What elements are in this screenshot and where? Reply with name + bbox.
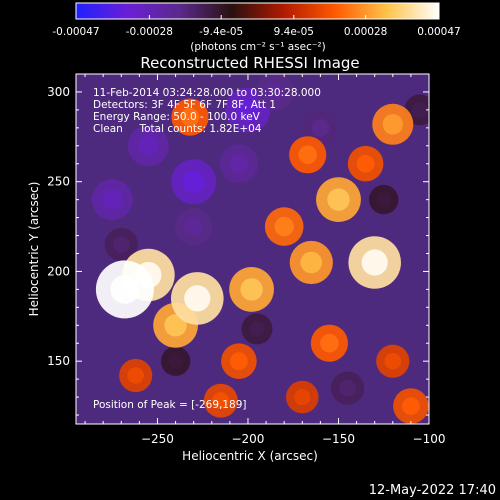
bright-region-core [184, 285, 211, 312]
dark-region-core [376, 192, 392, 208]
bright-region-core [110, 274, 140, 304]
bright-region-core [240, 278, 263, 301]
bright-region-core [230, 352, 248, 371]
dark-region-core [249, 321, 265, 337]
dark-region-core [236, 98, 260, 122]
dark-region-core [265, 82, 285, 102]
x-axis-label: Heliocentric X (arcsec) [182, 449, 318, 463]
plot-title: Reconstructed RHESSI Image [140, 54, 359, 72]
y-axis-label: Heliocentric Y (arcsec) [27, 182, 41, 317]
axis-ticks: −250 −200 −150 −100 150 200 250 300 [47, 73, 446, 446]
bright-region-core [300, 251, 323, 274]
annotation-peak-position: Position of Peak = [-269,189] [93, 399, 247, 411]
colorbar-tick-label: 9.4e-05 [274, 26, 314, 38]
colorbar-unit-label: (photons cm⁻² s⁻¹ asec⁻²) [190, 41, 325, 53]
dark-region-core [138, 135, 159, 156]
plot-frame [75, 73, 430, 425]
colorbar-ticks: -0.00047 -0.00028 -9.4e-05 9.4e-05 0.00028 0.… [52, 15, 461, 38]
y-tick-label: 250 [47, 175, 70, 189]
colorbar-tick-label: -9.4e-05 [199, 26, 243, 38]
bright-region-core [164, 314, 187, 337]
bright-region-core [180, 107, 200, 127]
timestamp: 12-May-2022 17:40 [369, 483, 496, 498]
dark-region-core [113, 236, 130, 253]
dark-region-core [184, 217, 203, 236]
bright-region-core [294, 389, 311, 406]
bright-region-core [384, 352, 402, 370]
dark-region-core [339, 379, 356, 397]
x-tick-label: −200 [231, 432, 264, 446]
bright-region-core [402, 397, 420, 415]
colorbar-tick-label: 0.00028 [344, 26, 387, 38]
bright-region-core [127, 367, 144, 384]
annotation-energy-range: Energy Range: 50.0 - 100.0 keV [93, 111, 261, 123]
bright-region-core [356, 154, 375, 173]
bright-region-core [382, 114, 403, 135]
dark-region-core [311, 118, 330, 137]
y-tick-label: 300 [47, 85, 70, 99]
x-tick-label: −100 [413, 432, 446, 446]
colorbar-tick-label: 0.00047 [417, 26, 460, 38]
annotation-clean-counts: Clean Total counts: 1.82E+04 [93, 123, 262, 135]
bright-region-core [361, 249, 388, 276]
dark-region-core [182, 170, 205, 193]
dark-region-core [229, 154, 249, 174]
x-tick-label: −150 [322, 432, 355, 446]
colorbar [75, 2, 440, 20]
colorbar-tick-label: -0.00028 [126, 26, 173, 38]
heatmap-image [76, 74, 429, 424]
heatmap-blobs [91, 74, 429, 424]
dark-region-core [168, 353, 184, 369]
annotation-time-range: 11-Feb-2014 03:24:28.000 to 03:30:28.000 [93, 87, 321, 99]
dark-region-core [102, 189, 123, 210]
bright-region-core [320, 333, 339, 353]
y-tick-label: 200 [47, 264, 70, 278]
y-tick-label: 150 [47, 354, 70, 368]
colorbar-tick-label: -0.00047 [52, 26, 99, 38]
bright-region-core [327, 188, 350, 211]
dark-region-core [412, 102, 428, 118]
bright-region-core [212, 392, 230, 410]
x-tick-label: −250 [141, 432, 174, 446]
bright-region-core [298, 145, 318, 165]
annotation-detectors: Detectors: 3F 4F 5F 6F 7F 8F, Att 1 [93, 99, 276, 111]
bright-region-core [274, 216, 294, 237]
